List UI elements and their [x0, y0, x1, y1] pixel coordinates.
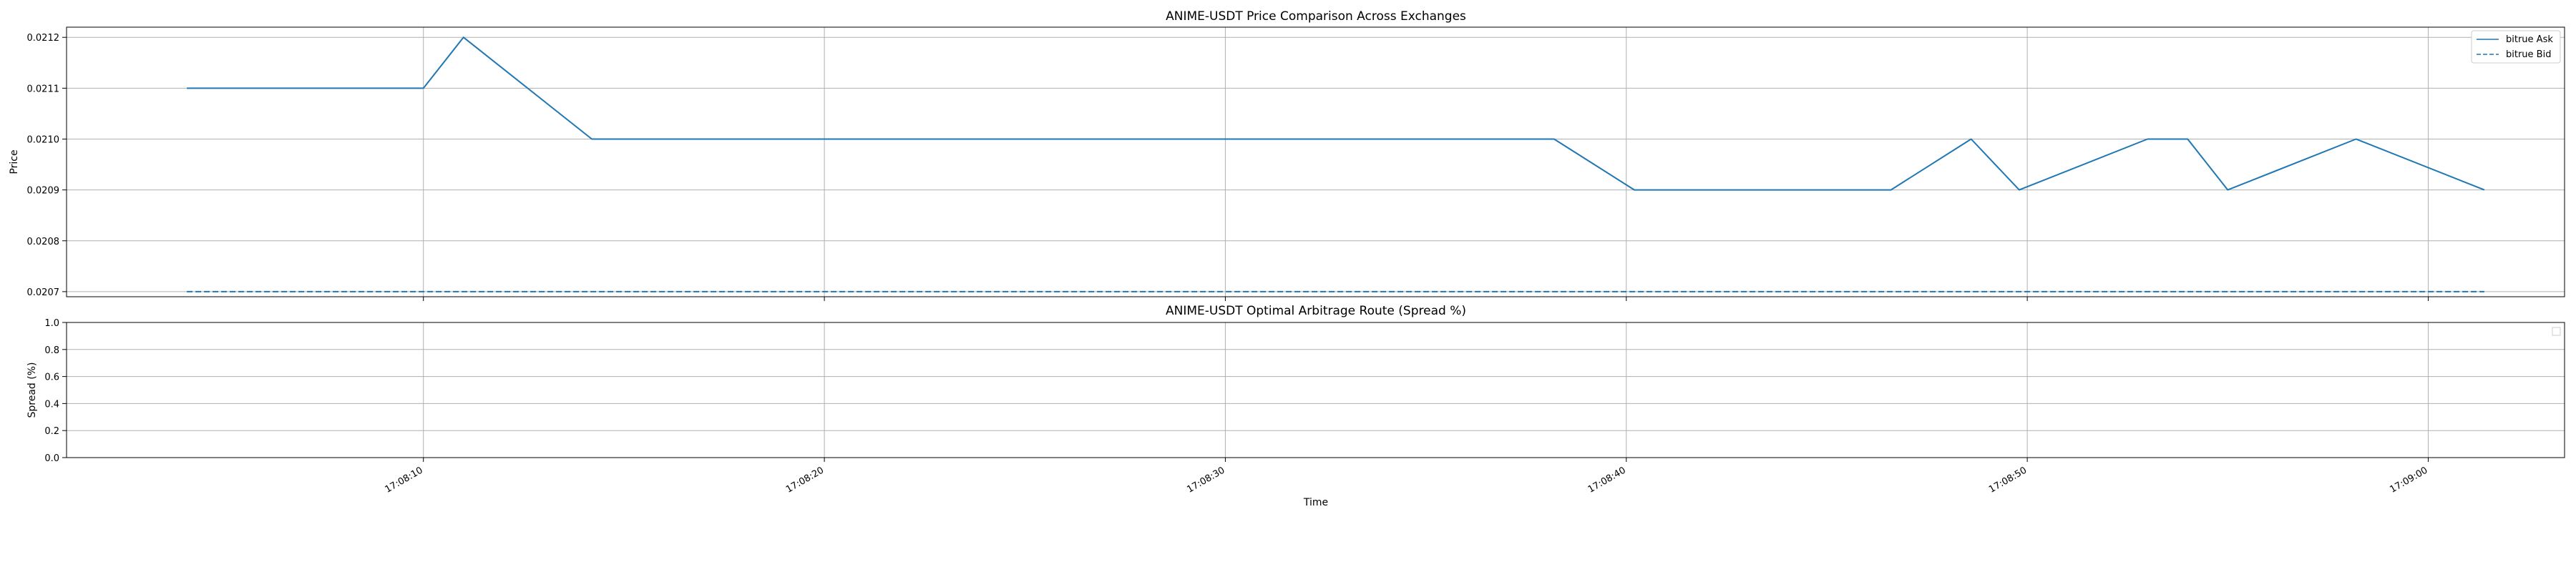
price-y-tick-label-3: 0.0210	[27, 134, 60, 145]
spread-chart-frame	[66, 322, 2565, 458]
price-y-tick-label-2: 0.0209	[27, 186, 60, 197]
spread-y-tick-label-2: 0.4	[44, 399, 59, 410]
spread-chart-y-label: Spread (%)	[26, 363, 38, 418]
spread-y-tick-label-5: 1.0	[44, 318, 59, 329]
price-chart: ANIME-USDT Price Comparison Across Excha…	[9, 9, 2565, 301]
spread-y-tick-label-4: 0.8	[44, 345, 59, 356]
legend-label-ask: bitrue Ask	[2506, 34, 2553, 45]
spread-y-tick-label-0: 0.0	[44, 453, 59, 464]
price-y-tick-label-5: 0.0212	[27, 33, 60, 44]
price-chart-legend: bitrue Ask bitrue Bid	[2471, 30, 2561, 64]
price-y-tick-label-1: 0.0208	[27, 237, 60, 247]
spread-chart-title: ANIME-USDT Optimal Arbitrage Route (Spre…	[1166, 304, 1466, 318]
price-y-tick-label-0: 0.0207	[27, 287, 60, 298]
x-axis-label: Time	[1303, 497, 1328, 508]
spread-y-tick-label-3: 0.6	[44, 373, 59, 383]
series-line-bitrue-ask	[187, 36, 2485, 191]
price-chart-x-ticks	[423, 297, 2429, 301]
price-chart-series	[187, 36, 2485, 292]
price-chart-title: ANIME-USDT Price Comparison Across Excha…	[1166, 9, 1466, 24]
price-chart-y-ticks: 0.0207 0.0208 0.0209 0.0210 0.0211 0.0212	[27, 33, 67, 298]
spread-chart-y-ticks: 0.0 0.2 0.4 0.6 0.8 1.0	[44, 318, 67, 464]
spread-y-tick-label-1: 0.2	[44, 426, 59, 437]
legend-label-bid: bitrue Bid	[2506, 49, 2551, 60]
price-y-tick-label-4: 0.0211	[27, 84, 60, 94]
spread-legend-empty	[2552, 327, 2561, 336]
price-chart-frame	[66, 26, 2565, 297]
price-chart-y-label: Price	[9, 149, 20, 174]
